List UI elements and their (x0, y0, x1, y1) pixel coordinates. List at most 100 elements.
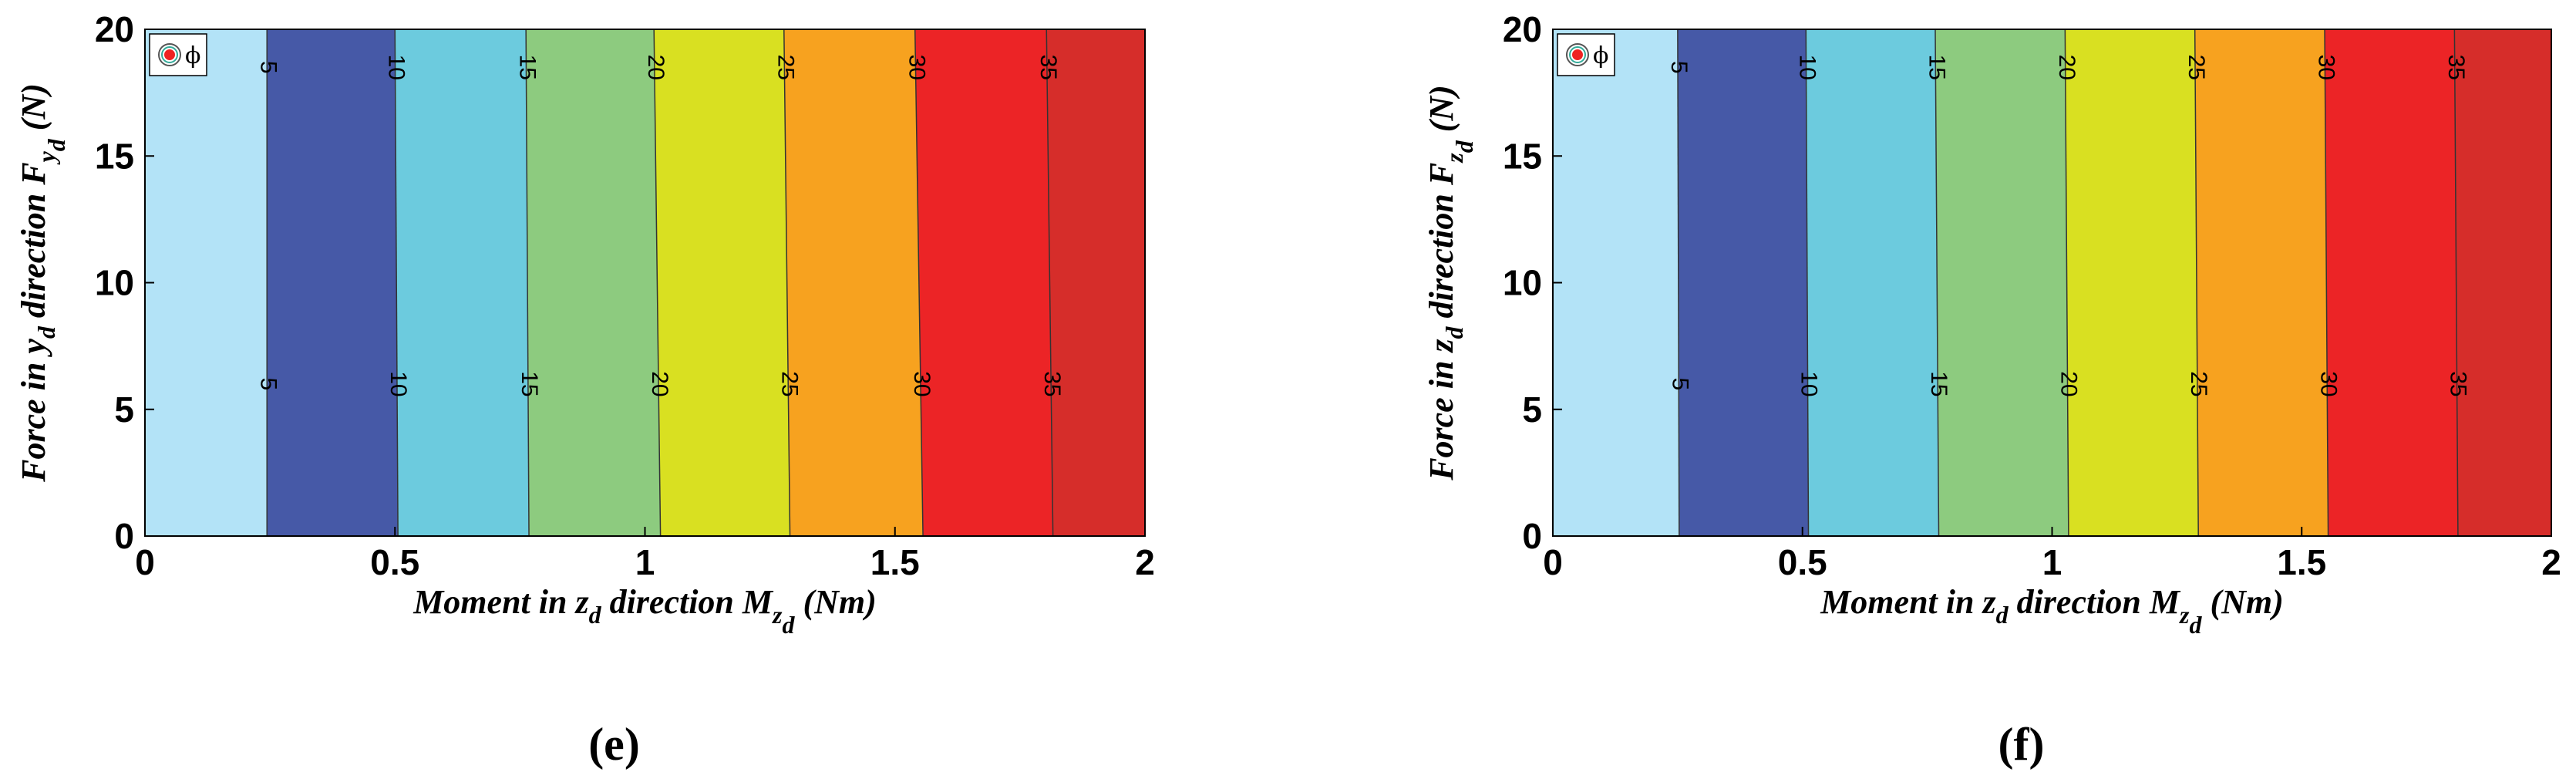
caption: (e) (588, 719, 640, 770)
contour-label: 30 (2313, 55, 2339, 80)
y-axis-label-part: (N) (1423, 85, 1460, 140)
contour-fill (395, 29, 530, 536)
x-tick-label: 1.5 (870, 542, 920, 582)
contour-line (2194, 29, 2199, 537)
x-axis-label-part: Moment in z (412, 583, 588, 621)
contour-label: 35 (1035, 55, 1061, 80)
x-tick-label: 1 (2042, 542, 2062, 582)
contour-label: 30 (909, 371, 934, 396)
y-tick-label: 5 (114, 390, 134, 430)
contour-fill (2454, 29, 2551, 536)
legend-label: ϕ (185, 42, 200, 69)
contour-label: 25 (2184, 55, 2209, 80)
contour-fill (1806, 29, 1939, 536)
y-axis-label-part: z (1440, 153, 1468, 164)
contour-line (1935, 29, 1940, 537)
y-tick-label: 0 (1522, 516, 1542, 556)
legend-icon (1572, 49, 1583, 60)
contour-label: 15 (517, 371, 542, 396)
y-axis-label-part: direction F (15, 162, 52, 326)
contour-label: 10 (1795, 55, 1820, 80)
contour-label: 15 (1926, 371, 1951, 396)
contour-fill (1677, 29, 1809, 536)
y-tick-label: 20 (95, 9, 134, 49)
contour-line (653, 29, 662, 537)
contour-fill (1553, 29, 1679, 536)
contour-line (783, 29, 791, 537)
caption: (f) (1999, 719, 2045, 770)
contour-line (1677, 29, 1680, 537)
contour-fill (2325, 29, 2458, 536)
x-tick-label: 0 (135, 542, 155, 582)
contour-fill (1935, 29, 2069, 536)
contour-label: 25 (2186, 371, 2211, 396)
y-tick-label: 5 (1522, 390, 1542, 430)
x-tick-label: 0 (1543, 542, 1563, 582)
contour-line (1805, 29, 1810, 537)
x-axis-label-part: (Nm) (2201, 583, 2283, 621)
contour-label: 35 (2446, 371, 2471, 396)
contour-label: 10 (386, 371, 411, 396)
x-axis-label-part: d (1996, 601, 2009, 629)
contour-label: 5 (1666, 61, 1692, 74)
contour-line (2453, 29, 2459, 537)
contour-fill (654, 29, 790, 536)
y-axis-label-part: (N) (15, 83, 52, 139)
contour-label: 15 (515, 55, 540, 80)
y-axis-label-part: d (32, 325, 60, 339)
contour-label: 15 (1924, 55, 1949, 80)
y-tick-label: 0 (114, 516, 134, 556)
x-axis-label-part: d (2189, 611, 2202, 639)
x-axis-label: Moment in zd direction Mzd (Nm) (412, 583, 877, 639)
x-tick-label: 0.5 (1778, 542, 1827, 582)
legend: ϕ (1557, 33, 1615, 76)
contour-label: 10 (384, 55, 409, 80)
contour-line (1046, 29, 1054, 537)
x-axis-label-part: Moment in z (1820, 583, 1995, 621)
x-axis-label-part: d (589, 601, 602, 629)
y-axis-label-part: y (32, 150, 60, 165)
x-axis-label-part: (Nm) (794, 583, 876, 621)
y-tick-label: 10 (1503, 263, 1542, 303)
contour-fill (2194, 29, 2329, 536)
contour-line (2324, 29, 2329, 537)
legend: ϕ (149, 33, 207, 76)
contour-label: 35 (1039, 371, 1065, 396)
contour-line (914, 29, 924, 537)
x-tick-label: 0.5 (370, 542, 419, 582)
y-axis-label: Force in yd direction Fyd (N) (15, 83, 70, 483)
contour-line (525, 29, 530, 537)
y-axis-label-part: d (42, 138, 70, 151)
contour-label: 5 (255, 378, 281, 391)
contour-fill (267, 29, 399, 536)
contour-label: 30 (2315, 371, 2341, 396)
contour-label: 5 (1667, 378, 1692, 391)
contour-label: 20 (2054, 55, 2079, 80)
y-tick-label: 15 (95, 136, 134, 176)
contour-label: 35 (2443, 55, 2469, 80)
x-axis-label-part: direction M (601, 583, 774, 621)
y-axis-label: Force in zd direction Fzd (N) (1423, 85, 1478, 481)
x-axis-label: Moment in zd direction Mzd (Nm) (1820, 583, 2284, 639)
contour-fill (914, 29, 1053, 536)
x-tick-label: 2 (2541, 542, 2561, 582)
y-tick-label: 20 (1503, 9, 1542, 49)
x-axis-label-part: z (772, 601, 783, 629)
x-tick-label: 1.5 (2277, 542, 2326, 582)
contour-line (394, 29, 399, 537)
contour-label: 25 (776, 371, 802, 396)
contour-label: 5 (255, 61, 281, 74)
x-tick-label: 2 (1135, 542, 1155, 582)
x-axis-label-part: z (2179, 601, 2190, 629)
y-axis-label-part: d (1450, 140, 1478, 153)
contour-fill (526, 29, 661, 536)
legend-label: ϕ (1593, 42, 1608, 69)
contour-fill (2065, 29, 2199, 536)
y-axis-label-part: Force in z (1423, 339, 1460, 481)
contour-label: 20 (647, 371, 672, 396)
x-tick-label: 1 (635, 542, 655, 582)
legend-icon (164, 49, 175, 60)
